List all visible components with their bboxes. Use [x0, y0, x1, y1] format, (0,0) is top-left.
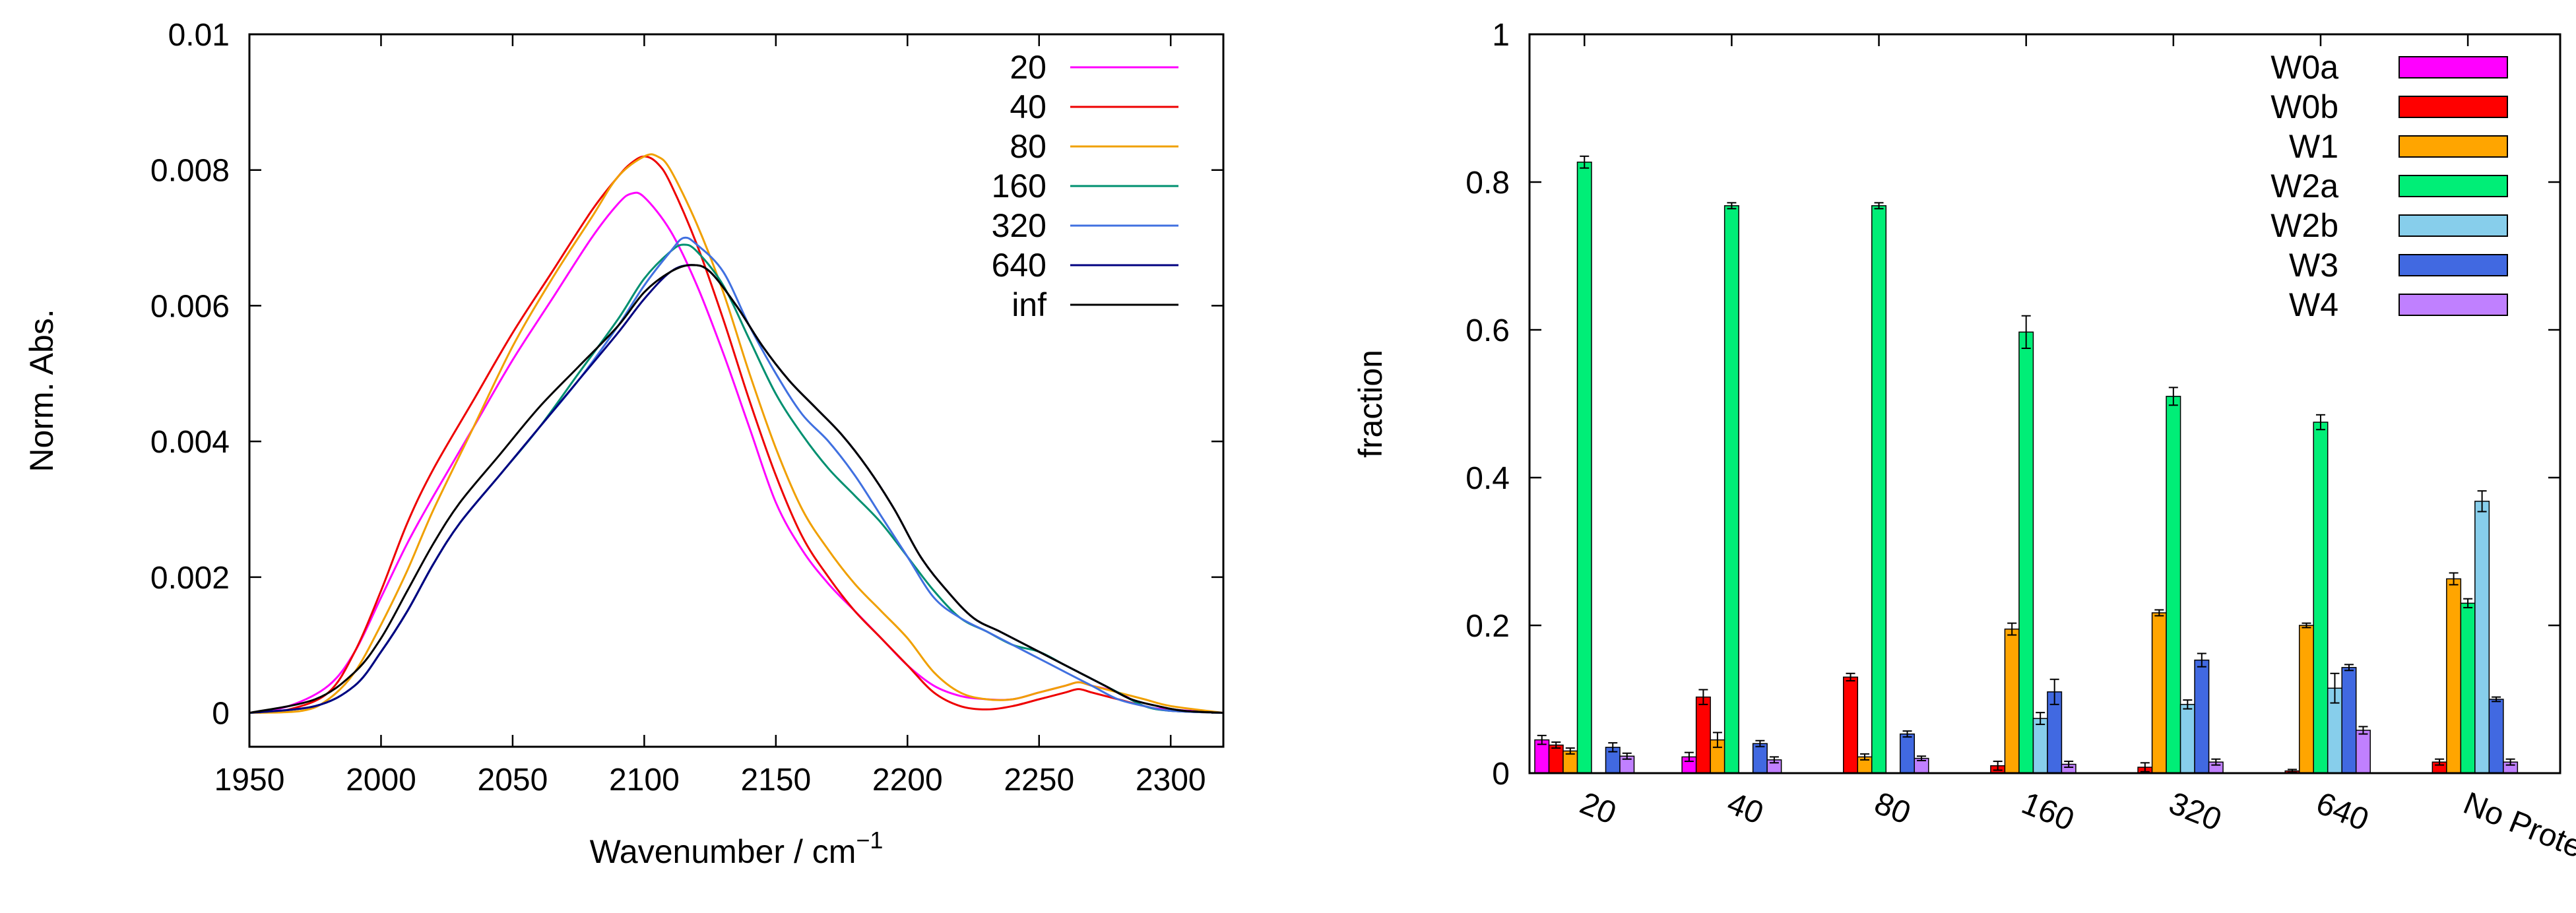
bar-W3	[2341, 667, 2357, 774]
series-line-320	[249, 236, 1224, 714]
right-x-tick-label: 20	[1575, 786, 1621, 831]
legend-label-W4: W4	[2289, 286, 2338, 323]
left-x-tick-label: 2000	[346, 763, 416, 798]
bar-W1	[2446, 578, 2462, 774]
legend-label-W0b: W0b	[2270, 88, 2338, 125]
series-line-40	[249, 155, 1224, 714]
right-y-tick-labels: 0 0.2 0.4 0.6 0.8 1	[1465, 18, 1510, 792]
legend-label-80: 80	[1010, 128, 1046, 165]
left-x-tick-label: 1950	[214, 763, 285, 798]
legend-label-W2b: W2b	[2270, 207, 2338, 244]
bar-W0b	[1548, 744, 1564, 774]
bar-W3	[1752, 743, 1768, 774]
left-y-axis-label: Norm. Abs.	[23, 309, 60, 472]
left-series-lines	[249, 153, 1224, 714]
left-x-tick-label: 2200	[872, 763, 943, 798]
legend-swatch-W0a	[2399, 56, 2508, 79]
left-y-tick-label: 0.008	[150, 154, 230, 189]
legend-swatch-W0b	[2399, 96, 2508, 118]
legend-label-320: 320	[992, 207, 1046, 244]
legend-label-W0a: W0a	[2270, 49, 2338, 86]
left-x-axis-label-main: Wavenumber / cm	[590, 833, 856, 870]
legend-label-W1: W1	[2289, 128, 2338, 165]
series-line-160	[249, 243, 1224, 714]
legend-label-W2a: W2a	[2270, 168, 2338, 205]
left-plot-frame	[248, 33, 1225, 748]
right-x-tick-label: 640	[2311, 786, 2373, 838]
legend-label-inf: inf	[1012, 286, 1046, 323]
legend-swatch-W1	[2399, 135, 2508, 158]
left-x-tick-label: 2150	[740, 763, 811, 798]
left-y-tick-label: 0.01	[168, 18, 230, 53]
right-x-tick-label: 160	[2017, 786, 2079, 838]
bar-W2a	[1723, 205, 1739, 774]
legend-label-160: 160	[992, 168, 1046, 205]
bar-W1	[2298, 625, 2314, 774]
spectrum-line-chart: 0 0.002 0.004 0.006 0.008 0.01 1950 2000 2050 21…	[23, 18, 1225, 870]
bar-W3	[2194, 659, 2210, 774]
right-y-tick-label: 0.8	[1465, 166, 1510, 201]
right-y-tick-label: 0.4	[1465, 461, 1510, 496]
legend-label-20: 20	[1010, 49, 1046, 86]
legend-label-W3: W3	[2289, 247, 2338, 284]
left-x-axis-label: Wavenumber / cm−1	[590, 827, 884, 870]
bar-W3	[1900, 733, 1916, 774]
left-x-tick-labels: 1950 2000 2050 2100 2150 2200 2250 2300	[214, 763, 1206, 798]
legend-label-640: 640	[992, 247, 1046, 284]
right-x-tick-label: 40	[1722, 786, 1768, 831]
legend-swatch-W4	[2399, 294, 2508, 316]
left-x-tick-label: 2050	[478, 763, 548, 798]
bar-W2a	[2460, 602, 2476, 774]
series-line-20	[249, 191, 1224, 714]
legend-swatch-W2a	[2399, 175, 2508, 197]
right-y-axis-label: fraction	[1352, 350, 1389, 458]
right-plot-frame	[1528, 33, 2561, 774]
bar-W0b	[1695, 696, 1711, 774]
series-line-80	[249, 153, 1224, 714]
right-x-tick-label: No Protein	[2459, 786, 2576, 874]
left-x-tick-label: 2100	[609, 763, 680, 798]
legend-label-40: 40	[1010, 88, 1046, 125]
bar-W2a	[2313, 422, 2329, 774]
bar-W2b	[2179, 704, 2195, 774]
bar-W2a	[1871, 205, 1887, 774]
left-y-tick-label: 0	[212, 697, 230, 732]
left-x-tick-label: 2300	[1136, 763, 1206, 798]
bar-W3	[2488, 699, 2504, 774]
right-x-tick-label: 320	[2164, 786, 2226, 838]
left-y-tick-label: 0.004	[150, 425, 230, 460]
fraction-bar-chart: 0 0.2 0.4 0.6 0.8 1 20 40 80 160 320 640 No Protein…	[1352, 18, 2576, 874]
bar-W2b	[2474, 501, 2490, 774]
right-y-tick-label: 1	[1492, 18, 1510, 53]
right-x-tick-labels: 20 40 80 160 320 640 No Protein	[1575, 786, 2576, 874]
left-y-tick-labels: 0 0.002 0.004 0.006 0.008 0.01	[150, 18, 230, 732]
right-bars	[1534, 155, 2519, 774]
legend-swatch-W3	[2399, 254, 2508, 276]
bar-W2a	[2166, 396, 2181, 774]
left-x-axis-label-superscript: −1	[856, 827, 883, 854]
bar-W2a	[1576, 162, 1592, 774]
left-x-tick-label: 2250	[1004, 763, 1074, 798]
bar-W1	[2004, 628, 2020, 774]
right-x-tick-label: 80	[1869, 786, 1915, 831]
left-y-tick-label: 0.002	[150, 561, 230, 596]
bar-W1	[2151, 612, 2167, 774]
legend-swatch-W2b	[2399, 214, 2508, 237]
right-y-tick-label: 0.2	[1465, 609, 1510, 644]
bar-W2a	[2018, 331, 2034, 774]
right-y-tick-label: 0.6	[1465, 313, 1510, 348]
bar-W2b	[2032, 718, 2048, 774]
bar-W0b	[1843, 676, 1859, 774]
right-y-tick-label: 0	[1492, 757, 1510, 792]
series-line-inf	[249, 264, 1224, 714]
bar-W4	[2355, 730, 2371, 774]
left-y-tick-label: 0.006	[150, 289, 230, 324]
